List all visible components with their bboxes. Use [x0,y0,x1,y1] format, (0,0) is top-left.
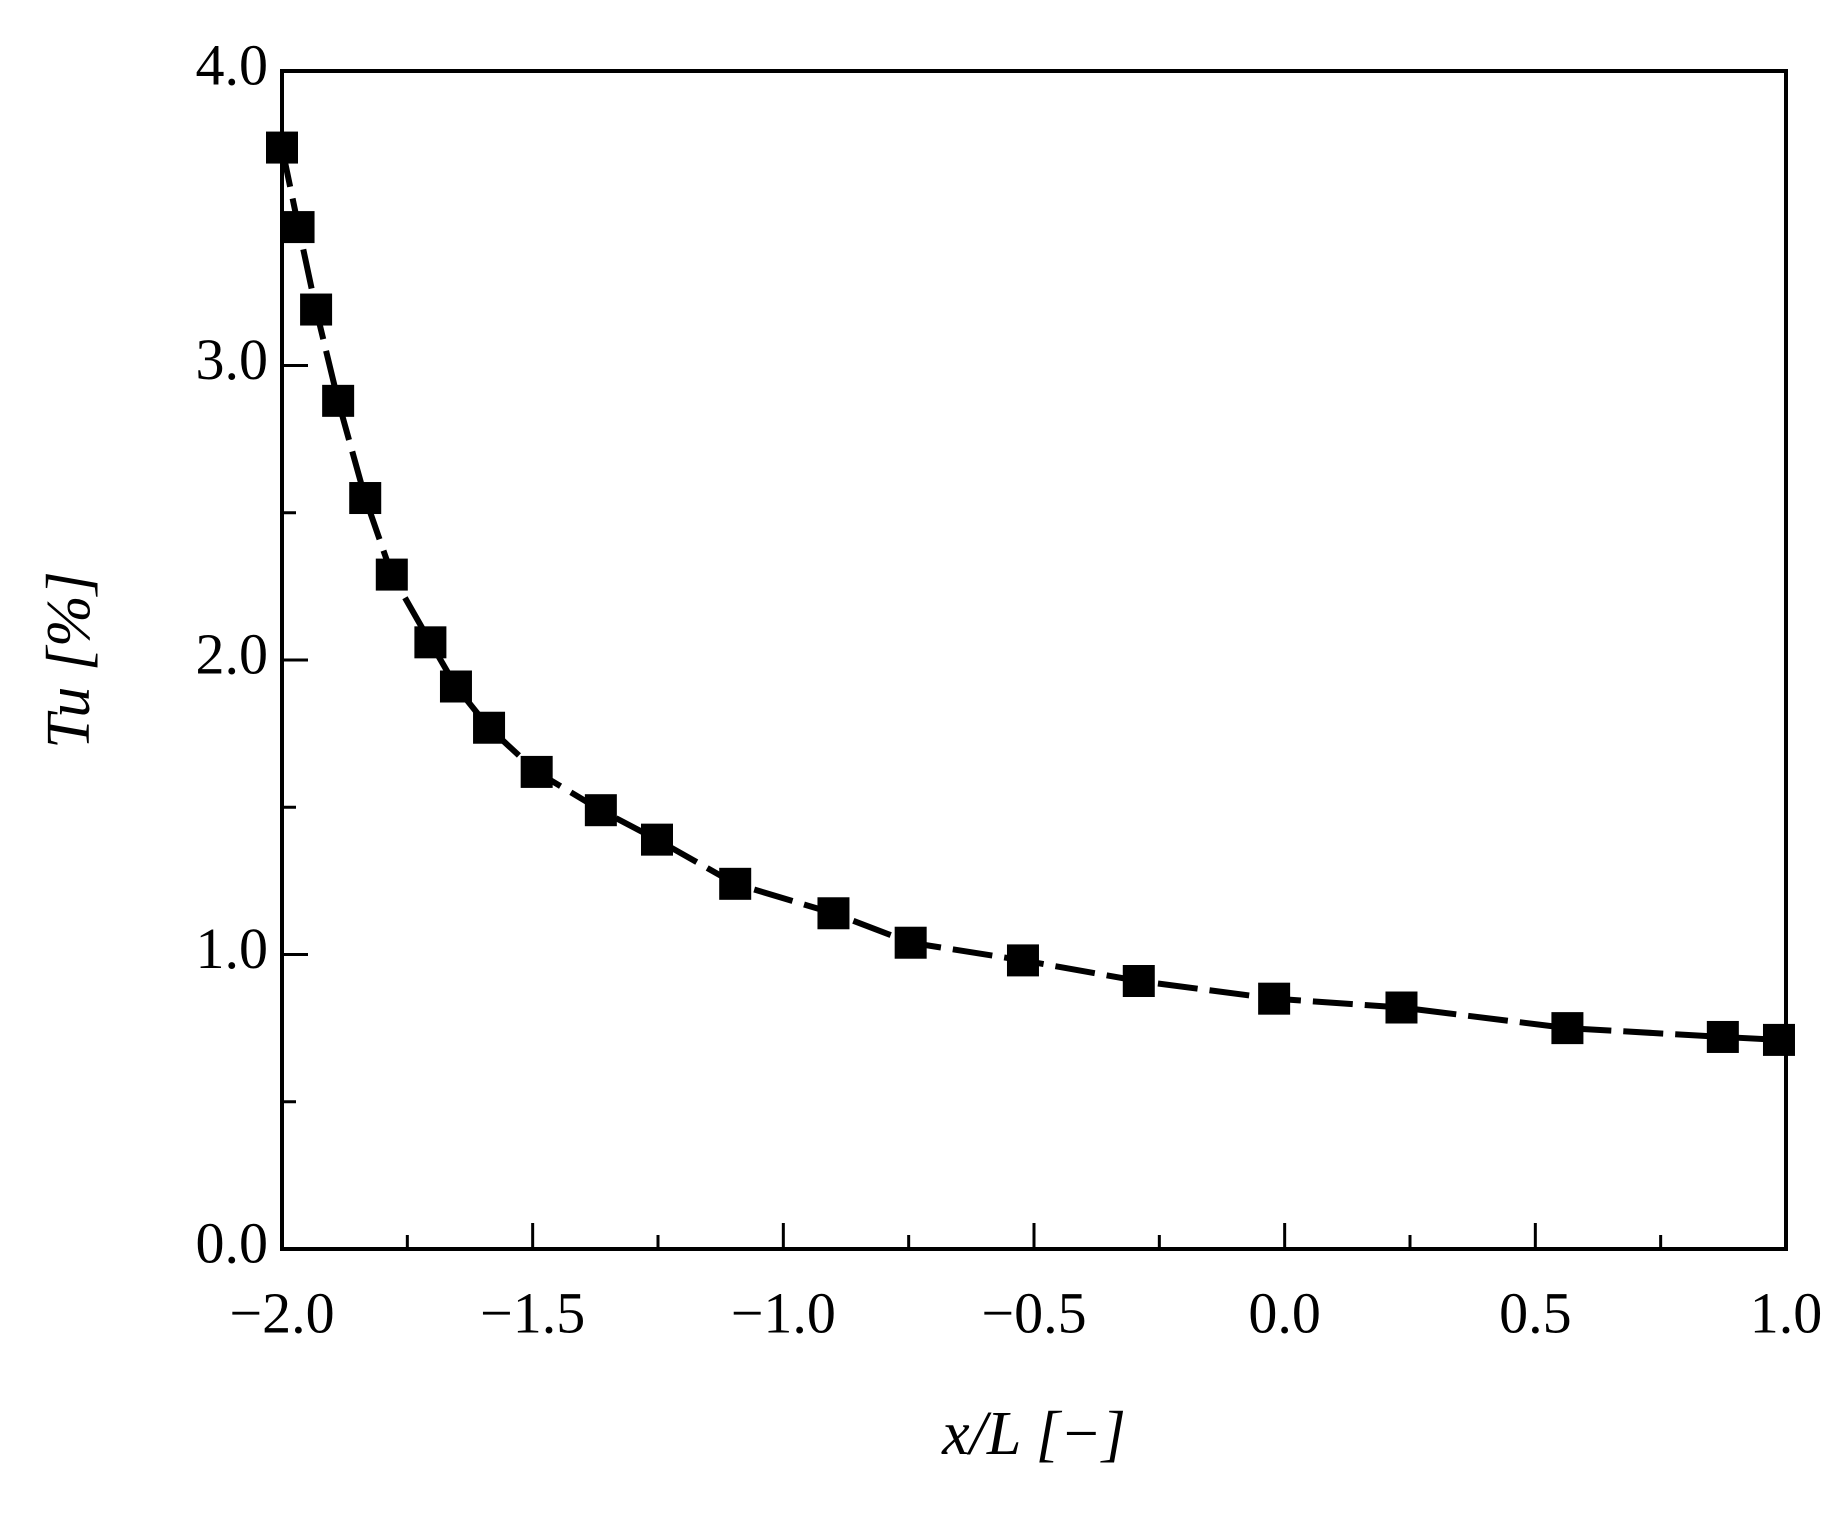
data-marker [584,794,617,827]
data-marker [520,755,553,788]
x-tick-label: −1.0 [731,1280,836,1345]
x-tick-label: −2.0 [229,1280,334,1345]
data-marker [266,131,298,164]
x-tick-label: 0.5 [1499,1280,1572,1345]
data-marker [439,670,472,703]
data-marker [640,823,673,856]
y-tick-label: 3.0 [196,327,269,392]
data-marker [473,711,506,744]
y-axis-label: Tu [%] [35,571,103,748]
data-marker [414,626,447,659]
x-tick-label: 0.0 [1248,1280,1321,1345]
data-marker [1006,944,1039,977]
y-tick-label: 4.0 [196,32,269,97]
x-tick-label: −0.5 [981,1280,1086,1345]
data-marker [1551,1012,1584,1045]
data-marker [322,384,355,417]
data-marker [375,558,408,591]
y-tick-label: 1.0 [196,916,269,981]
data-marker [1706,1020,1739,1053]
x-axis-label: x/L [−] [941,1400,1126,1468]
data-marker [349,482,382,515]
x-tick-label: 1.0 [1750,1280,1823,1345]
data-marker [1762,1023,1795,1056]
data-marker [894,926,927,959]
data-marker [719,867,752,900]
data-marker [300,293,333,326]
data-line [279,146,1780,1043]
x-tick-label: −1.5 [480,1280,585,1345]
data-marker [1385,991,1418,1024]
y-tick-label: 0.0 [196,1210,269,1275]
data-marker [282,211,315,244]
plot-frame [280,69,1788,1251]
data-marker [817,897,850,930]
data-marker [1122,965,1155,998]
y-tick-label: 2.0 [196,621,269,686]
data-marker [1258,982,1291,1015]
